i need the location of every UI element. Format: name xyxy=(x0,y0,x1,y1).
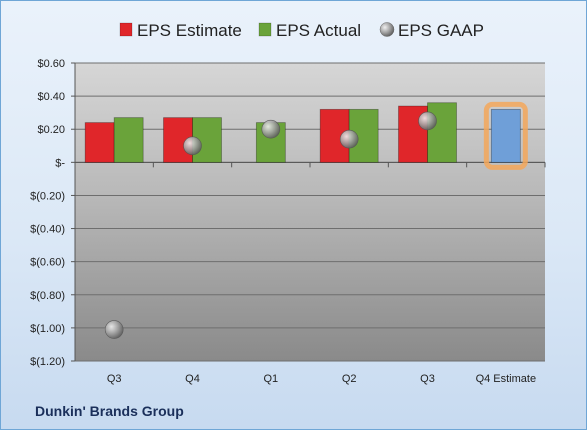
y-tick-label: $(0.80) xyxy=(30,290,65,302)
legend-gaap-label: EPS GAAP xyxy=(398,21,484,40)
estimate-bar xyxy=(84,122,115,163)
gaap-markers xyxy=(104,111,437,339)
y-tick-label: $- xyxy=(55,157,65,169)
x-tick-label: Q3 xyxy=(420,373,435,385)
plot-area xyxy=(75,63,545,361)
x-tick-label: Q2 xyxy=(342,373,357,385)
company-name: Dunkin' Brands Group xyxy=(35,403,184,419)
forecast-bar xyxy=(490,108,521,163)
y-tick-label: $(0.40) xyxy=(30,224,65,236)
gaap-marker xyxy=(183,136,202,156)
legend-actual-label: EPS Actual xyxy=(276,21,361,40)
gaap-marker xyxy=(339,129,359,149)
legend-gaap-swatch xyxy=(379,22,395,37)
gaap-marker xyxy=(104,320,124,339)
y-tick-label: $0.40 xyxy=(37,91,65,103)
x-tick-label: Q4 Estimate xyxy=(476,373,537,385)
x-tick-label: Q3 xyxy=(107,373,122,385)
x-axis-ticks: Q3 Q4 Q1 Q2 Q3 Q4 Estimate xyxy=(107,373,536,385)
y-tick-label: $0.20 xyxy=(37,124,65,136)
y-tick-label: $(1.00) xyxy=(30,323,65,335)
actual-bar xyxy=(427,102,457,163)
bars xyxy=(84,101,528,170)
x-tick-label: Q4 xyxy=(185,373,200,385)
gaap-marker xyxy=(418,111,437,131)
y-tick-label: $0.60 xyxy=(37,58,65,70)
gaap-marker xyxy=(261,119,281,139)
y-tick-label: $(0.20) xyxy=(30,190,65,202)
y-axis-ticks: $0.60 $0.40 $0.20 $- $(0.20) $(0.40) $(0.60) $(… xyxy=(30,58,65,368)
forecast-highlight xyxy=(483,101,528,170)
actual-bar xyxy=(113,117,144,163)
gridlines xyxy=(71,62,546,362)
legend: EPS Estimate EPS Actual EPS GAAP xyxy=(119,21,484,40)
y-tick-label: $(0.60) xyxy=(30,257,65,269)
legend-actual-swatch xyxy=(258,22,272,37)
x-tick-label: Q1 xyxy=(263,373,278,385)
y-tick-label: $(1.20) xyxy=(30,356,65,368)
legend-estimate-swatch xyxy=(119,22,133,37)
legend-estimate-label: EPS Estimate xyxy=(137,21,242,40)
